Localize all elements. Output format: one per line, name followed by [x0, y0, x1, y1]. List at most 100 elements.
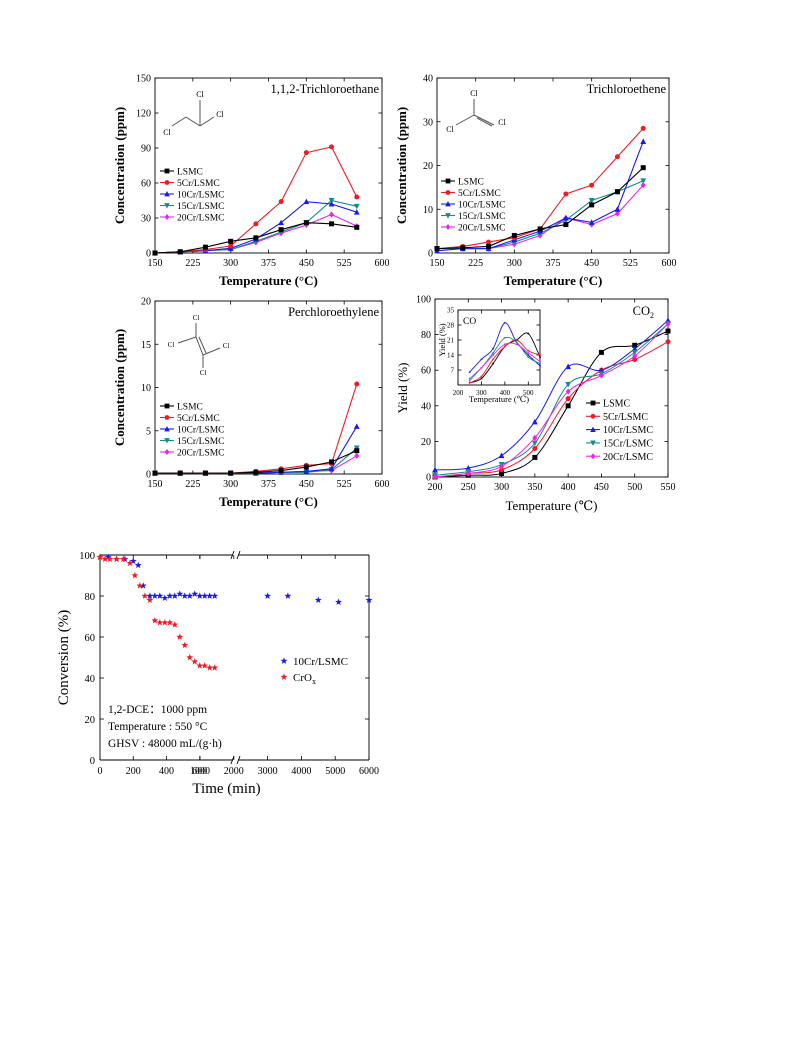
x-tick-label: 6000	[359, 766, 379, 777]
y-axis-label: Conversion (%)	[56, 610, 72, 705]
legend-label: LSMC	[603, 399, 631, 410]
data-point	[511, 233, 517, 238]
x-tick-label: 225	[185, 258, 200, 269]
data-point	[460, 245, 466, 251]
legend-marker	[590, 400, 596, 406]
y-tick-label: 20	[421, 437, 431, 448]
chart-co2: 200 250 300 350 400 450 500 550 0 20 40 60 80 100 Temp…	[395, 295, 676, 514]
fit-curve	[434, 323, 669, 478]
inset-point	[468, 377, 471, 380]
legend-label: 5Cr/LSMC	[177, 179, 220, 189]
y-tick-label: 7	[451, 366, 455, 374]
y-tick-label: 60	[85, 633, 96, 644]
legend-marker	[280, 673, 288, 680]
data-point	[303, 198, 310, 205]
chart-tca: 150 225 300 375 450 525 600 0 30 60 90 120 150 Temper…	[112, 74, 390, 289]
inset-point	[515, 341, 518, 344]
inset-point	[468, 371, 471, 374]
x-tick-label: 300	[223, 258, 238, 269]
y-tick-label: 0	[146, 249, 151, 260]
inset-point	[539, 362, 541, 365]
data-point	[665, 320, 671, 328]
x-tick-label: 250	[461, 482, 476, 493]
legend-label: 20Cr/LSMC	[177, 448, 225, 458]
data-point	[631, 349, 638, 356]
data-point	[565, 388, 571, 395]
y-tick-label: 0	[426, 473, 431, 484]
y-tick-label: 20	[85, 715, 96, 726]
inset-point	[527, 332, 530, 335]
data-point	[640, 182, 646, 189]
x-tick-label: 300	[507, 258, 522, 269]
legend-marker	[164, 191, 170, 197]
legend-label: 15Cr/LSMC	[458, 212, 506, 222]
x-tick-label: 600	[375, 258, 390, 269]
data-point	[196, 592, 204, 599]
data-point	[632, 352, 638, 360]
x-tick-label: 525	[337, 479, 352, 490]
data-point	[264, 592, 272, 599]
data-point	[353, 209, 360, 215]
data-point	[640, 178, 647, 184]
plot-frame	[457, 309, 541, 386]
chart-pce: 150 225 300 375 450 525 600 0 5 10 15 20 Temperature…	[112, 297, 390, 510]
data-point	[354, 381, 360, 387]
x-tick-label: 200	[126, 766, 141, 777]
data-point	[211, 664, 219, 671]
x-tick-label: 400	[561, 482, 576, 493]
x-tick-label: 450	[299, 479, 314, 490]
legend-marker	[590, 440, 596, 446]
y-tick-label: 20	[141, 297, 151, 308]
data-point	[201, 662, 209, 669]
data-point	[532, 446, 538, 452]
inset-point	[539, 354, 541, 356]
y-tick-label: 150	[136, 74, 151, 85]
data-point	[151, 592, 159, 599]
data-point	[328, 200, 335, 207]
y-tick-label: 100	[79, 551, 95, 562]
x-tick-label: 0	[98, 766, 103, 777]
inset-point	[503, 343, 506, 346]
x-tick-label: 375	[546, 258, 561, 269]
data-point	[354, 448, 360, 454]
chart-title: Perchloroethylene	[288, 305, 379, 319]
y-axis-label: Concentration (ppm)	[112, 107, 127, 224]
data-point	[181, 592, 189, 599]
y-tick-label: 40	[85, 674, 96, 685]
legend-label: 10Cr/LSMC	[177, 425, 225, 435]
data-point	[531, 440, 538, 447]
data-point	[328, 465, 335, 472]
x-axis-label: Temperature (°C)	[219, 494, 318, 509]
inset-point	[480, 377, 483, 380]
subscript: 2	[650, 311, 654, 320]
legend-label: 5Cr/LSMC	[458, 189, 501, 199]
y-tick-label: 0	[146, 470, 151, 481]
data-point	[134, 561, 142, 569]
legend-label: 20Cr/LSMC	[458, 223, 506, 233]
inset-point	[492, 358, 495, 361]
legend-marker	[590, 413, 596, 419]
molecule-bond	[185, 116, 201, 127]
data-point	[176, 590, 184, 597]
data-point	[284, 592, 292, 599]
data-point	[101, 555, 109, 563]
data-point	[113, 555, 121, 563]
molecule-bond	[177, 336, 197, 344]
data-point	[328, 198, 335, 204]
data-point	[486, 243, 492, 249]
data-point	[565, 396, 571, 402]
data-point	[499, 467, 505, 473]
legend-marker	[445, 178, 451, 184]
inset-point	[480, 358, 483, 361]
legend-marker	[445, 224, 451, 230]
data-point	[598, 349, 604, 355]
y-tick-label: 40	[423, 74, 433, 85]
x-tick-label: 500	[627, 482, 642, 493]
legend-marker	[590, 426, 596, 432]
molecule-atom-label: Cl	[196, 90, 204, 99]
x-tick-label: 150	[148, 479, 163, 490]
legend-marker	[164, 426, 170, 432]
legend-label: 15Cr/LSMC	[177, 437, 225, 447]
data-point	[152, 250, 158, 256]
chart-tce: 150 225 300 375 450 525 600 0 10 20 30 40 Temperatur…	[394, 74, 677, 289]
